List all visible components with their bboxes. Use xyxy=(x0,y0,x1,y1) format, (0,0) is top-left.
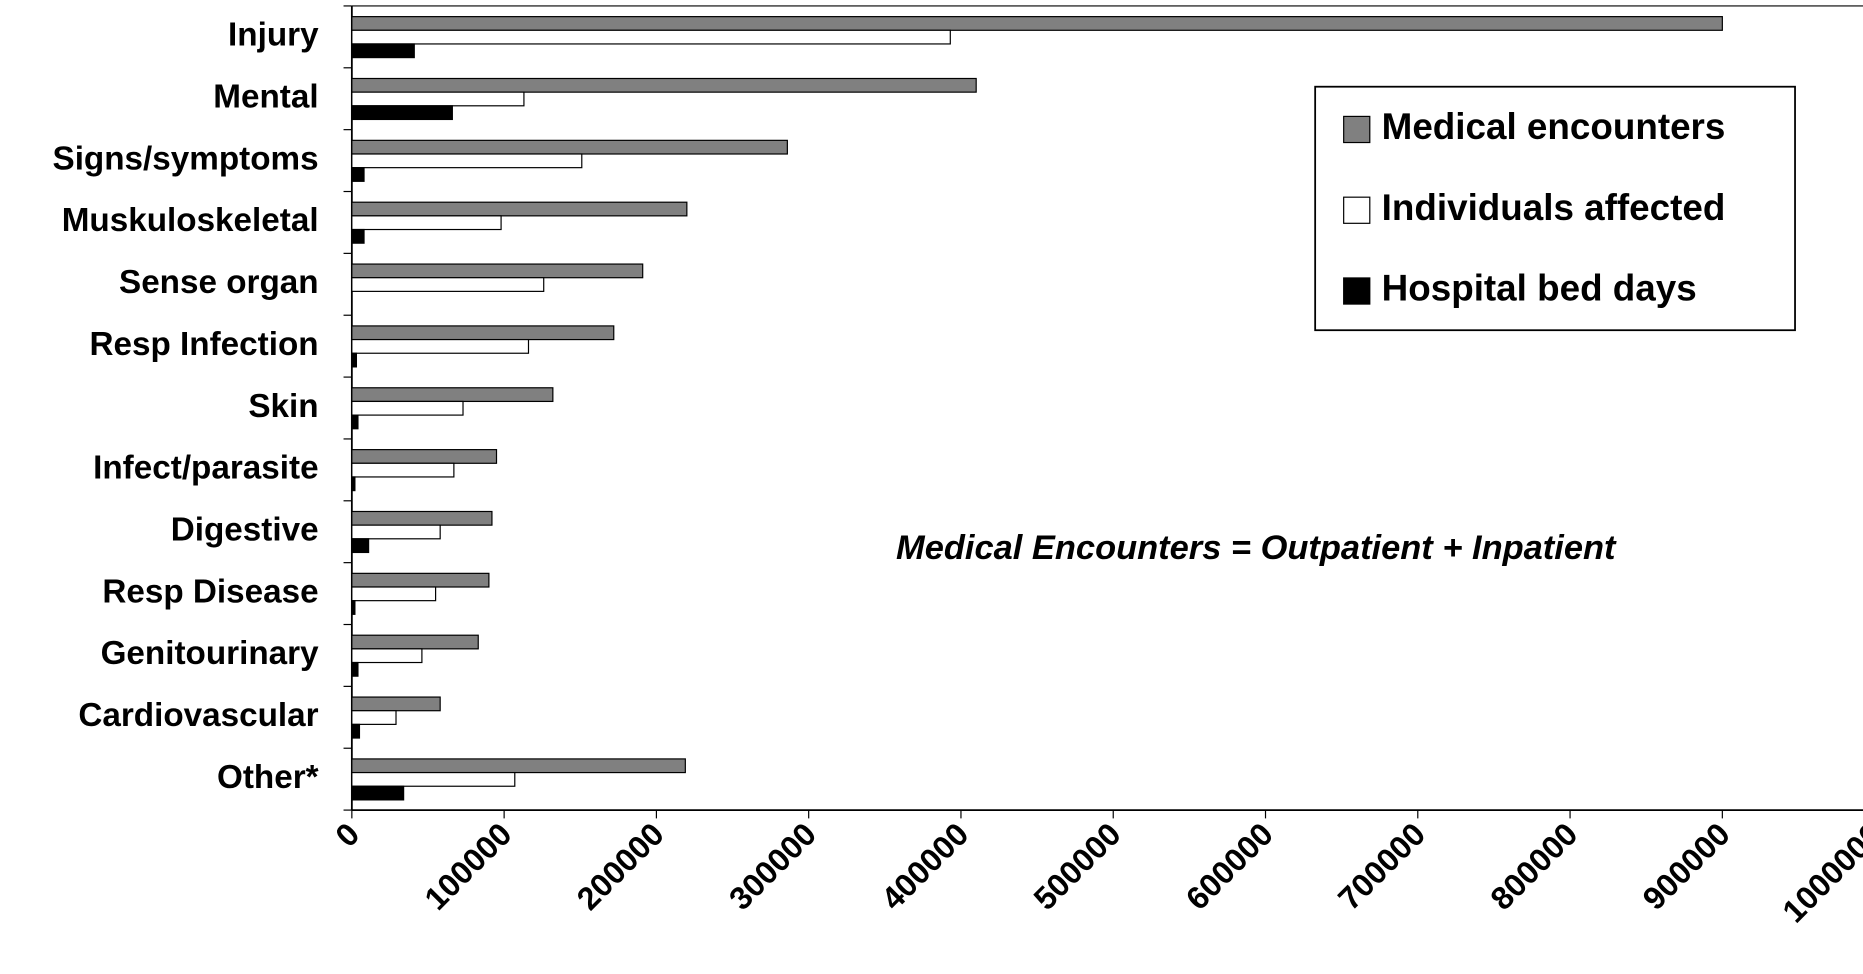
bar xyxy=(351,277,545,292)
bar xyxy=(351,105,453,121)
y-tick-label: Cardiovascular xyxy=(78,697,318,734)
bar xyxy=(351,634,479,650)
bar xyxy=(351,228,365,244)
y-tick-label: Infect/parasite xyxy=(93,450,318,487)
bar xyxy=(351,710,397,725)
bar xyxy=(351,167,365,182)
bar xyxy=(351,29,951,45)
bar xyxy=(351,586,437,602)
y-tick-label: Injury xyxy=(228,17,319,54)
bar xyxy=(351,352,358,368)
bar xyxy=(351,572,490,588)
y-tick-label: Resp Infection xyxy=(89,326,318,363)
x-tick-label: 800000 xyxy=(1483,816,1584,917)
y-tick-label: Signs/symptoms xyxy=(53,140,319,177)
legend-box xyxy=(1314,85,1796,332)
bar xyxy=(351,201,688,217)
bar xyxy=(351,387,554,403)
y-tick-label: Muskuloskeletal xyxy=(62,202,319,239)
bar xyxy=(351,139,788,155)
bar xyxy=(351,696,441,712)
bar xyxy=(351,449,498,464)
legend-swatch xyxy=(1343,115,1371,144)
bar xyxy=(351,600,356,615)
x-tick-label: 100000 xyxy=(417,816,518,917)
y-tick-label: Resp Disease xyxy=(102,573,318,610)
bar xyxy=(351,648,423,664)
x-tick-label: 900000 xyxy=(1636,816,1737,917)
bar xyxy=(351,215,502,231)
x-tick-label: 300000 xyxy=(722,816,823,917)
legend-swatch xyxy=(1343,277,1371,305)
bar xyxy=(351,723,361,739)
legend: Medical encounters Individuals affected Ho… xyxy=(1314,85,1796,332)
bar xyxy=(351,325,615,341)
bar xyxy=(351,43,415,59)
bar xyxy=(351,524,441,540)
x-tick-label: 500000 xyxy=(1027,816,1128,917)
y-tick-label: Other* xyxy=(217,759,319,796)
x-tick-label: 1000000 xyxy=(1775,816,1863,930)
y-tick-label: Mental xyxy=(213,79,318,116)
x-tick-label: 700000 xyxy=(1331,816,1432,917)
x-tick-label: 200000 xyxy=(570,816,671,917)
bar xyxy=(351,400,464,416)
bar xyxy=(351,476,356,492)
bar xyxy=(351,16,1723,31)
y-tick-label: Sense organ xyxy=(119,264,319,301)
bar xyxy=(351,77,977,93)
bar xyxy=(351,538,370,554)
bar xyxy=(351,91,525,107)
bar xyxy=(351,510,493,526)
bar xyxy=(351,758,686,774)
bar xyxy=(351,414,359,430)
bar xyxy=(351,263,644,279)
legend-label: Hospital bed days xyxy=(1382,268,1697,309)
y-tick-label: Skin xyxy=(248,388,318,425)
x-tick-label: 400000 xyxy=(874,816,975,917)
annotation: Medical Encounters = Outpatient + Inpati… xyxy=(896,529,1617,567)
bar xyxy=(351,338,530,354)
legend-label: Individuals affected xyxy=(1382,187,1726,228)
bar xyxy=(351,771,516,787)
legend-swatch xyxy=(1343,196,1371,224)
y-tick-label: Digestive xyxy=(171,512,319,549)
x-tick-label: 0 xyxy=(328,816,366,854)
legend-label: Medical encounters xyxy=(1382,106,1726,147)
bar xyxy=(351,462,455,478)
bar xyxy=(351,153,583,169)
y-tick-label: Genitourinary xyxy=(101,635,320,672)
bar xyxy=(351,785,405,801)
bar xyxy=(351,661,359,677)
x-tick-label: 600000 xyxy=(1179,816,1280,917)
